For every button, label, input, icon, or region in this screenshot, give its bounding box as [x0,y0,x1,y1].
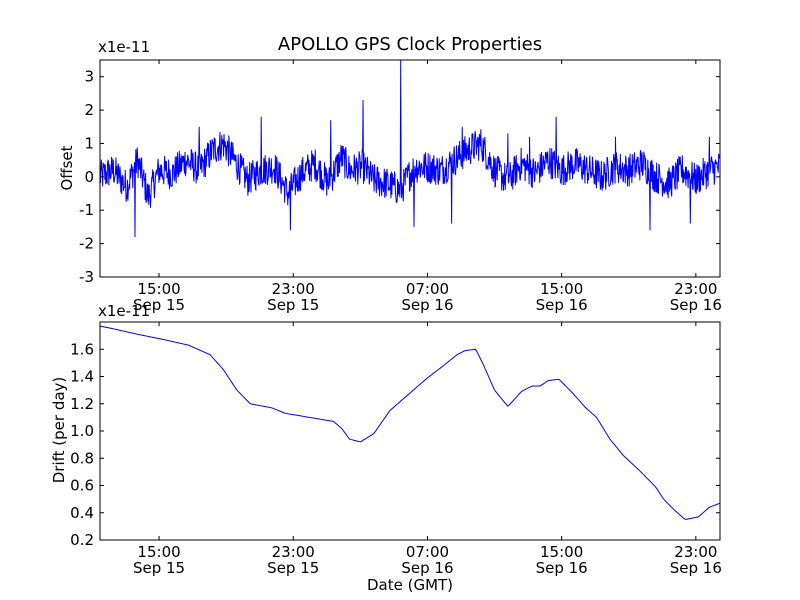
y-tick-label: 1.4 [70,368,94,386]
x-tick-time-label: 15:00 [540,280,583,298]
x-tick-date-label: Sep 16 [670,296,722,314]
x-tick-time-label: 07:00 [406,543,449,561]
y-tick-label: 1 [84,134,94,152]
x-tick-date-label: Sep 16 [536,559,588,577]
y-tick-label: -1 [79,201,94,219]
drift-y-multiplier: x1e-11 [98,302,150,320]
plot-frame [99,321,721,541]
x-tick-time-label: 23:00 [674,280,717,298]
x-tick-date-label: Sep 15 [267,559,319,577]
offset-y-label: Offset [58,145,76,190]
y-tick-label: 1.6 [70,340,94,358]
x-tick-date-label: Sep 16 [401,296,453,314]
drift-series-line [100,325,720,520]
x-tick-date-label: Sep 15 [133,296,185,314]
x-tick-time-label: 07:00 [406,280,449,298]
x-tick-time-label: 15:00 [540,543,583,561]
drift-panel: x1e-11 0.20.40.60.81.01.21.41.615:00Sep … [50,302,722,594]
y-tick-label: -3 [79,268,94,286]
y-tick-label: 1.2 [70,395,94,413]
x-tick-time-label: 15:00 [137,280,180,298]
plot-frame [99,59,721,278]
x-tick-date-label: Sep 15 [133,559,185,577]
y-tick-label: 0 [84,168,94,186]
y-tick-label: 0.6 [70,477,94,495]
y-tick-label: 0.2 [70,531,94,549]
offset-y-multiplier: x1e-11 [98,38,150,56]
y-tick-label: 1.0 [70,422,94,440]
drift-y-label: Drift (per day) [50,377,68,484]
x-tick-date-label: Sep 16 [536,296,588,314]
y-tick-label: -2 [79,235,94,253]
drift-x-label: Date (GMT) [367,576,453,594]
x-tick-time-label: 23:00 [272,280,315,298]
x-tick-date-label: Sep 16 [401,559,453,577]
y-tick-label: 0.4 [70,504,94,522]
figure-title: APOLLO GPS Clock Properties [278,34,542,55]
y-tick-label: 0.8 [70,449,94,467]
x-tick-date-label: Sep 15 [267,296,319,314]
x-tick-time-label: 23:00 [272,543,315,561]
x-tick-time-label: 15:00 [137,543,180,561]
y-tick-label: 2 [84,101,94,119]
x-tick-time-label: 23:00 [674,543,717,561]
x-tick-date-label: Sep 16 [670,559,722,577]
offset-series-line [100,60,720,237]
y-tick-label: 3 [84,68,94,86]
